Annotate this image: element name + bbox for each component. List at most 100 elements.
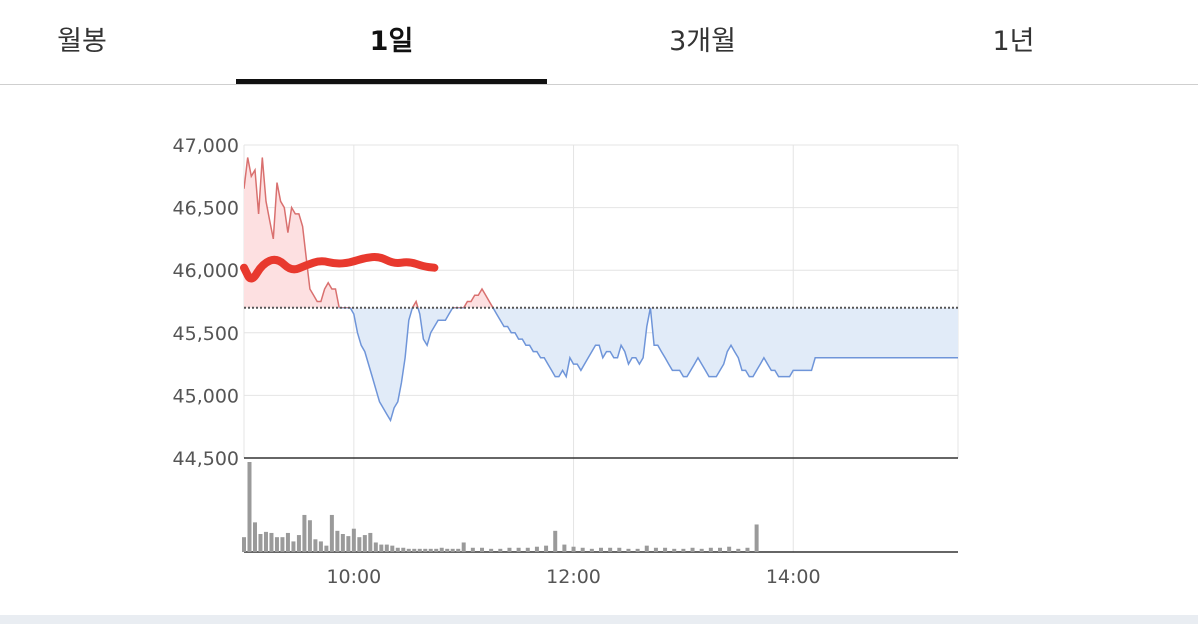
y-tick-label: 46,000 bbox=[173, 260, 239, 282]
volume-bar bbox=[599, 547, 603, 552]
volume-bar bbox=[580, 547, 585, 552]
volume-bar bbox=[357, 537, 362, 552]
volume-bar bbox=[379, 544, 384, 552]
annotation-scribble bbox=[240, 252, 439, 283]
x-axis: 10:00 12:00 14:00 bbox=[326, 566, 820, 588]
volume-bar bbox=[335, 530, 340, 552]
volume-bar bbox=[346, 536, 351, 552]
volume-bar bbox=[395, 547, 400, 552]
volume-bar bbox=[362, 535, 367, 552]
volume-bar bbox=[269, 532, 274, 552]
volume-bar bbox=[644, 545, 649, 552]
volume-bar bbox=[296, 535, 301, 552]
volume-bar bbox=[736, 548, 741, 552]
volume-bar bbox=[313, 539, 318, 552]
price-line-below bbox=[338, 307, 958, 423]
volume-bar bbox=[562, 544, 567, 552]
volume-bar bbox=[718, 547, 722, 552]
volume-bar bbox=[498, 548, 503, 552]
price-area bbox=[244, 157, 958, 421]
volume-bar bbox=[368, 532, 373, 552]
tab-1year[interactable]: 1년 bbox=[992, 26, 1035, 57]
volume-bar bbox=[589, 548, 594, 552]
volume-bar bbox=[480, 547, 484, 552]
price-line bbox=[244, 157, 958, 423]
volume-bar bbox=[754, 524, 759, 552]
volume-bar bbox=[428, 548, 433, 552]
volume-bar bbox=[653, 547, 658, 552]
volume-bar bbox=[456, 548, 461, 552]
volume-bar bbox=[516, 547, 521, 552]
volume-bar bbox=[318, 541, 323, 552]
volume-bar bbox=[727, 546, 732, 552]
volume-bar bbox=[412, 548, 417, 552]
volume-bar bbox=[291, 541, 296, 552]
volume-bar bbox=[635, 548, 640, 552]
volume-bar bbox=[608, 547, 613, 552]
volume-bar bbox=[544, 545, 549, 552]
volume-bar bbox=[280, 537, 285, 552]
volume-bar bbox=[745, 547, 750, 552]
annotation-stroke bbox=[240, 252, 439, 283]
volume-bar bbox=[461, 542, 466, 552]
volume-bar bbox=[690, 547, 695, 552]
tab-monthly[interactable]: 월봉 bbox=[57, 26, 107, 57]
volume-bar bbox=[242, 537, 246, 552]
volume-bar bbox=[302, 514, 307, 552]
y-tick-label: 45,500 bbox=[173, 323, 239, 345]
y-tick-label: 46,500 bbox=[173, 198, 239, 220]
y-tick-label: 45,000 bbox=[173, 385, 239, 407]
volume-bar bbox=[470, 547, 475, 552]
y-tick-label: 44,500 bbox=[173, 448, 239, 470]
volume-bar bbox=[417, 548, 422, 552]
x-tick-label: 14:00 bbox=[766, 566, 821, 588]
volume-bar bbox=[373, 542, 378, 552]
volume-bar bbox=[439, 547, 444, 552]
volume-bar bbox=[553, 530, 558, 552]
volume-bar bbox=[258, 534, 263, 552]
volume-bar bbox=[351, 528, 356, 552]
volume-bar bbox=[274, 537, 279, 552]
volume-bar bbox=[534, 546, 539, 552]
volume-bar bbox=[617, 547, 622, 552]
intraday-chart: 47,000 46,500 46,000 45,500 45,000 44,500 10:… bbox=[0, 85, 1198, 615]
y-tick-label: 47,000 bbox=[173, 135, 239, 157]
volume-bar bbox=[450, 548, 455, 552]
y-axis: 47,000 46,500 46,000 45,500 45,000 44,500 bbox=[173, 135, 239, 470]
volume-bar bbox=[699, 548, 704, 552]
volume-bar bbox=[663, 547, 668, 552]
volume-bar bbox=[434, 548, 439, 552]
volume-bar bbox=[672, 548, 677, 552]
volume-bar bbox=[247, 462, 252, 552]
active-tab-underline bbox=[236, 79, 547, 84]
volume-bar bbox=[263, 531, 268, 552]
volume-bar bbox=[708, 547, 713, 552]
volume-bar bbox=[681, 548, 686, 552]
bottom-strip bbox=[0, 615, 1198, 624]
volume-bar bbox=[390, 545, 395, 552]
volume-bar bbox=[507, 547, 512, 552]
volume-bar bbox=[329, 514, 334, 552]
volume-bar bbox=[489, 548, 494, 552]
period-tab-bar: 월봉 1일 3개월 1년 bbox=[0, 0, 1198, 85]
volume-bar bbox=[384, 544, 389, 552]
volume-bar bbox=[423, 548, 428, 552]
volume-bar bbox=[406, 548, 411, 552]
volume-bar bbox=[340, 534, 345, 552]
volume-bar bbox=[401, 547, 406, 552]
chart-svg: 47,000 46,500 46,000 45,500 45,000 44,500 10:… bbox=[173, 135, 959, 588]
x-tick-label: 12:00 bbox=[546, 566, 601, 588]
volume-bar bbox=[445, 548, 450, 552]
tab-3months[interactable]: 3개월 bbox=[669, 26, 736, 57]
volume-bar bbox=[525, 547, 530, 552]
price-area-above bbox=[244, 157, 493, 308]
tab-1day[interactable]: 1일 bbox=[369, 26, 414, 57]
volume-bar bbox=[252, 522, 257, 552]
volume-bars bbox=[242, 462, 759, 552]
volume-bar bbox=[307, 520, 312, 552]
price-area-below bbox=[244, 307, 958, 421]
price-line-above bbox=[244, 157, 652, 308]
volume-bar bbox=[324, 545, 329, 552]
volume-bar bbox=[626, 548, 631, 552]
volume-bar bbox=[571, 546, 576, 552]
